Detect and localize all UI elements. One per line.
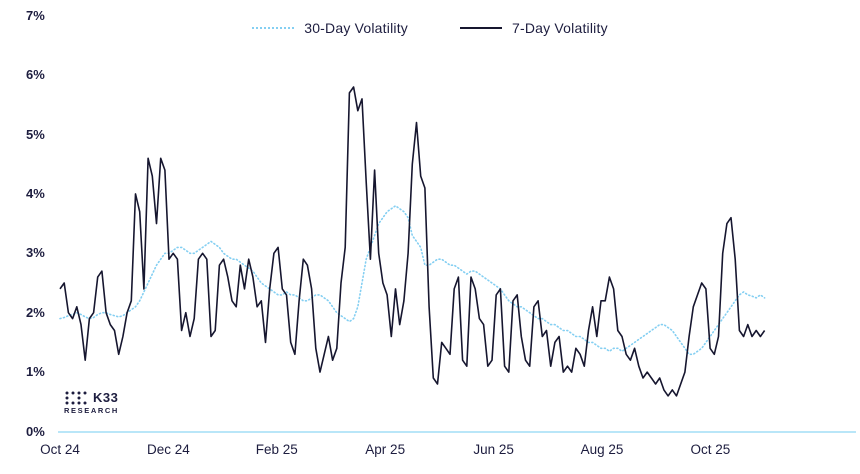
x-axis-label: Oct 25 [690, 442, 731, 457]
x-axis-label: Jun 25 [473, 442, 514, 457]
y-axis-label: 1% [26, 364, 45, 380]
legend-swatch-30d [252, 27, 295, 29]
x-axis-label: Aug 25 [580, 442, 624, 457]
series-line-7d [59, 86, 766, 397]
x-axis-label: Dec 24 [147, 442, 190, 457]
chart-legend: 30-Day Volatility 7-Day Volatility [0, 20, 860, 36]
k33-logo: K33 RESEARCH [64, 390, 119, 415]
y-axis-label: 4% [26, 185, 45, 201]
x-axis-label: Apr 25 [365, 442, 406, 457]
k33-logo-dots-icon [65, 391, 87, 405]
y-axis-label: 5% [26, 126, 45, 142]
y-axis-label: 2% [26, 304, 45, 320]
k33-logo-text: K33 [93, 390, 119, 405]
y-axis-label: 3% [26, 245, 45, 261]
x-axis-label: Oct 24 [40, 442, 80, 457]
x-axis: Oct 24 Dec 24 Feb 25 Apr 25 Jun 25 Aug 25 Oct … [0, 442, 860, 466]
legend-label-30d: 30-Day Volatility [304, 20, 408, 36]
y-axis-label: 0% [26, 423, 45, 439]
legend-swatch-7d [459, 27, 502, 29]
legend-item-30d: 30-Day Volatility [252, 20, 408, 36]
k33-logo-subtext: RESEARCH [64, 406, 119, 415]
x-axis-label: Feb 25 [255, 442, 298, 457]
y-axis: 0% 1% 2% 3% 4% 5% 6% 7% [0, 0, 60, 474]
y-axis-label: 6% [26, 67, 45, 83]
x-axis-line [58, 431, 856, 433]
y-axis-label: 7% [26, 7, 45, 23]
series-line-30d [59, 205, 766, 356]
legend-label-7d: 7-Day Volatility [511, 20, 608, 36]
legend-item-7d: 7-Day Volatility [459, 20, 608, 36]
